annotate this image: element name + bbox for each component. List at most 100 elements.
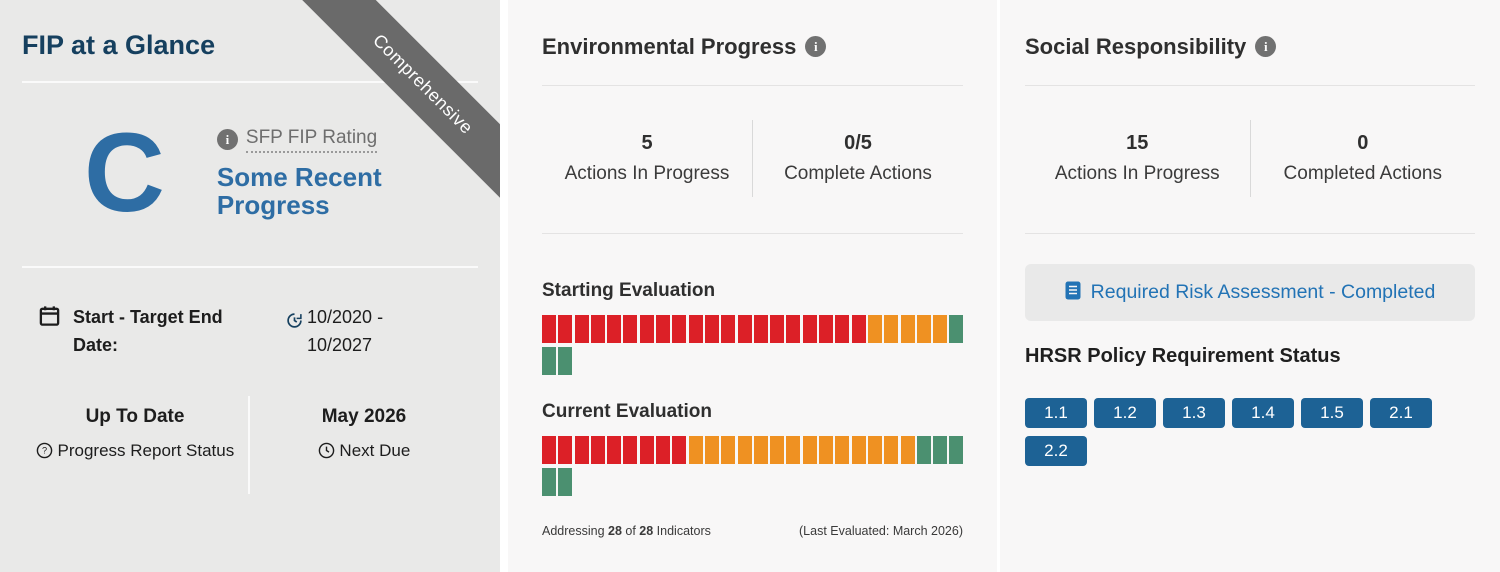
indicator-block-red[interactable] [607,315,622,343]
page-title: FIP at a Glance [22,30,216,60]
info-icon[interactable]: i [805,36,827,57]
status-section: Up To Date ? Progress Report Status May … [22,395,478,495]
indicator-block-green[interactable] [558,468,573,496]
last-evaluated-text: (Last Evaluated: March 2026) [799,524,963,538]
stat-value: 15 [1126,132,1149,154]
risk-assessment-box[interactable]: Required Risk Assessment - Completed [1025,264,1475,321]
hrsr-button-1.5[interactable]: 1.5 [1301,398,1363,428]
progress-report-status-value: Up To Date [85,405,185,427]
indicator-block-red[interactable] [574,436,589,464]
hrsr-button-1.1[interactable]: 1.1 [1025,398,1087,428]
indicator-block-red[interactable] [623,315,638,343]
hrsr-button-1.3[interactable]: 1.3 [1163,398,1225,428]
indicator-block-orange[interactable] [916,315,931,343]
indicator-block-red[interactable] [688,315,703,343]
indicator-block-red[interactable] [574,315,589,343]
clock-icon [318,441,340,460]
indicator-block-red[interactable] [835,315,850,343]
indicator-block-red[interactable] [542,315,556,343]
indicator-block-orange[interactable] [851,436,866,464]
indicator-block-red[interactable] [656,315,671,343]
current-evaluation-title: Current Evaluation [542,401,712,422]
indicator-block-red[interactable] [590,436,605,464]
indicator-block-red[interactable] [558,315,573,343]
date-range-value: 10/2020 - 10/2027 [307,307,384,356]
rating-section: C i SFP FIP Rating Some Recent Progress [22,83,478,266]
hrsr-button-1.2[interactable]: 1.2 [1094,398,1156,428]
indicator-block-red[interactable] [704,315,719,343]
stat-value: 5 [641,132,653,154]
stat-actions-in-progress: 15 Actions In Progress [1025,120,1251,197]
indicator-block-orange[interactable] [819,436,834,464]
indicator-block-orange[interactable] [884,315,899,343]
info-icon[interactable]: i [1255,36,1277,57]
indicator-block-red[interactable] [753,315,768,343]
risk-assessment-link[interactable]: Required Risk Assessment - Completed [1090,281,1436,303]
indicator-block-orange[interactable] [867,436,882,464]
indicator-block-green[interactable] [949,315,964,343]
hrsr-button-2.2[interactable]: 2.2 [1025,436,1087,466]
indicator-block-orange[interactable] [900,315,915,343]
indicator-block-red[interactable] [721,315,736,343]
indicator-block-red[interactable] [672,315,687,343]
date-range-label: Start - Target End Date: [73,307,223,356]
indicator-block-orange[interactable] [786,436,801,464]
divider [22,266,478,269]
indicator-block-orange[interactable] [753,436,768,464]
document-icon [1065,281,1081,305]
environmental-title: Environmental Progress [542,33,797,59]
indicator-block-orange[interactable] [884,436,899,464]
indicator-block-green[interactable] [542,347,556,375]
indicator-block-orange[interactable] [835,436,850,464]
progress-report-status-label: Progress Report Status [57,440,235,460]
indicator-block-red[interactable] [737,315,752,343]
hrsr-button-1.4[interactable]: 1.4 [1232,398,1294,428]
indicator-block-orange[interactable] [867,315,882,343]
divider [1025,85,1475,86]
divider [22,81,478,83]
indicator-block-red[interactable] [672,436,687,464]
indicator-block-red[interactable] [590,315,605,343]
indicator-block-orange[interactable] [704,436,719,464]
indicator-block-green[interactable] [916,436,931,464]
svg-text:?: ? [42,446,47,456]
sfp-fip-rating-link[interactable]: SFP FIP Rating [245,127,378,153]
indicator-block-orange[interactable] [688,436,703,464]
indicator-block-red[interactable] [639,315,654,343]
indicator-block-red[interactable] [558,436,573,464]
hrsr-button-2.1[interactable]: 2.1 [1370,398,1432,428]
indicator-block-green[interactable] [933,436,948,464]
rating-description: Some Recent Progress [216,161,382,220]
stat-completed-actions: 0 Completed Actions [1251,120,1476,197]
indicator-block-red[interactable] [770,315,785,343]
panel-fip-at-a-glance: Comprehensive FIP at a Glance C i SFP FI… [0,0,500,572]
indicator-block-orange[interactable] [900,436,915,464]
indicator-block-green[interactable] [949,436,964,464]
indicator-block-red[interactable] [786,315,801,343]
indicator-block-red[interactable] [819,315,834,343]
indicator-block-orange[interactable] [802,436,817,464]
indicator-block-green[interactable] [542,468,556,496]
indicator-block-red[interactable] [656,436,671,464]
history-clock-icon [286,312,303,360]
indicator-block-red[interactable] [639,436,654,464]
indicator-block-red[interactable] [802,315,817,343]
question-circle-icon[interactable]: ? [36,441,58,460]
indicator-block-orange[interactable] [933,315,948,343]
indicator-block-green[interactable] [558,347,573,375]
divider [542,233,963,234]
info-icon[interactable]: i [216,129,238,151]
current-evaluation-bar [542,436,964,496]
indicator-block-red[interactable] [607,436,622,464]
addressing-indicators-text: Addressing 28 of 28 Indicators [542,524,711,538]
fip-rating-letter: C [84,110,165,235]
indicator-block-orange[interactable] [770,436,785,464]
starting-evaluation-title: Starting Evaluation [542,280,716,301]
indicator-block-orange[interactable] [721,436,736,464]
indicator-block-orange[interactable] [737,436,752,464]
indicator-block-red[interactable] [851,315,866,343]
indicator-block-red[interactable] [623,436,638,464]
stat-label: Actions In Progress [564,163,730,184]
indicator-block-red[interactable] [542,436,556,464]
panel-environmental-progress: Environmental Progress i 5 Actions In Pr… [508,0,997,572]
